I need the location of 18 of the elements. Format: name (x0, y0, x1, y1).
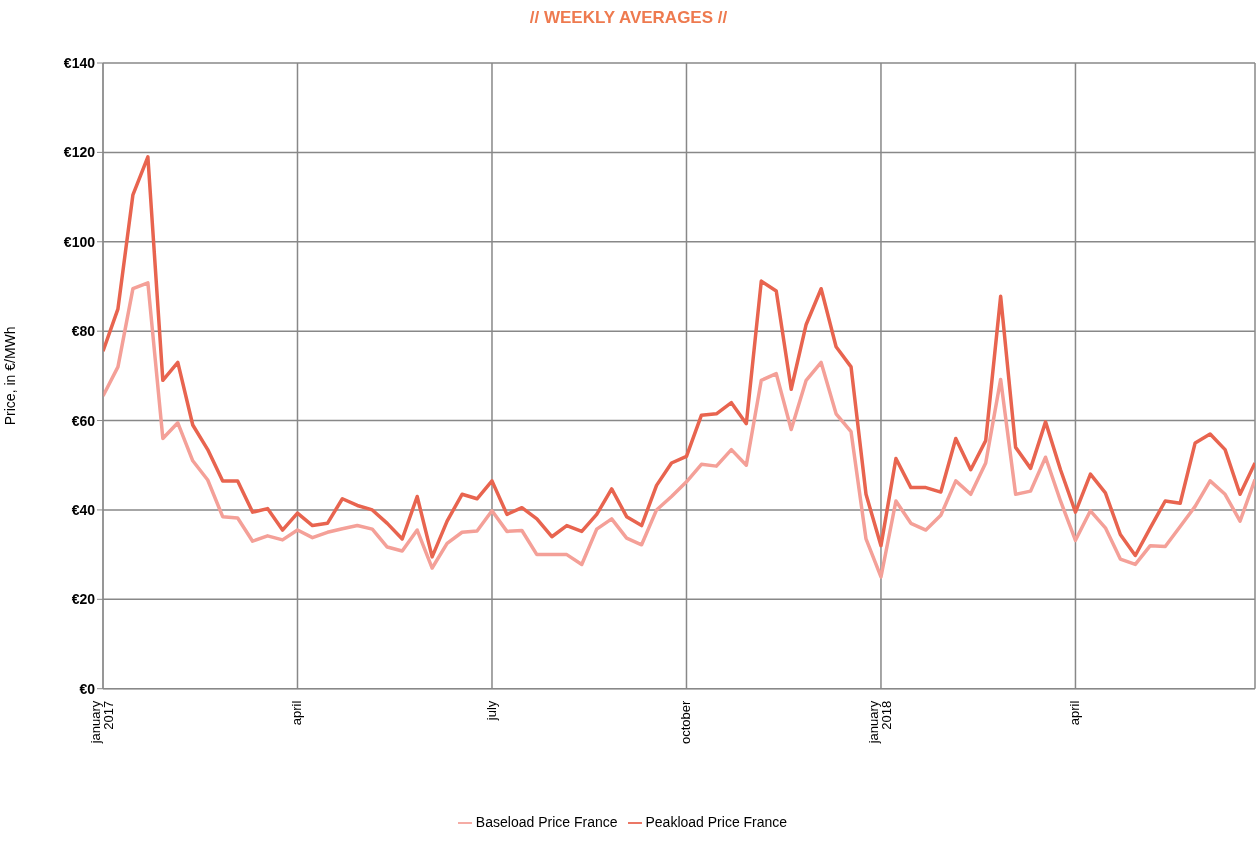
y-tick-label: €140 (63, 54, 96, 71)
y-tick-label: €40 (71, 501, 96, 518)
y-tick-label: €60 (71, 412, 96, 429)
y-tick-label: €100 (63, 233, 96, 250)
y-axis-title: Price, in €/MWh (1, 326, 18, 426)
y-tick-label: €80 (71, 323, 96, 340)
y-tick-label: €0 (79, 680, 96, 697)
x-tick-label: january 2018 (865, 700, 894, 745)
x-tick-label: october (678, 700, 694, 745)
x-tick-label: january 2017 (88, 700, 116, 745)
x-tick-label: april (1067, 700, 1083, 726)
y-tick-label: €120 (63, 144, 96, 161)
legend-label: Baseload Price France (475, 813, 618, 830)
x-tick-label: july (483, 700, 499, 722)
x-tick-label: april (289, 700, 305, 726)
chart-title: // WEEKLY AVERAGES // (528, 8, 729, 28)
legend-label: Peakload Price France (645, 813, 788, 830)
y-tick-label: €20 (71, 591, 96, 608)
